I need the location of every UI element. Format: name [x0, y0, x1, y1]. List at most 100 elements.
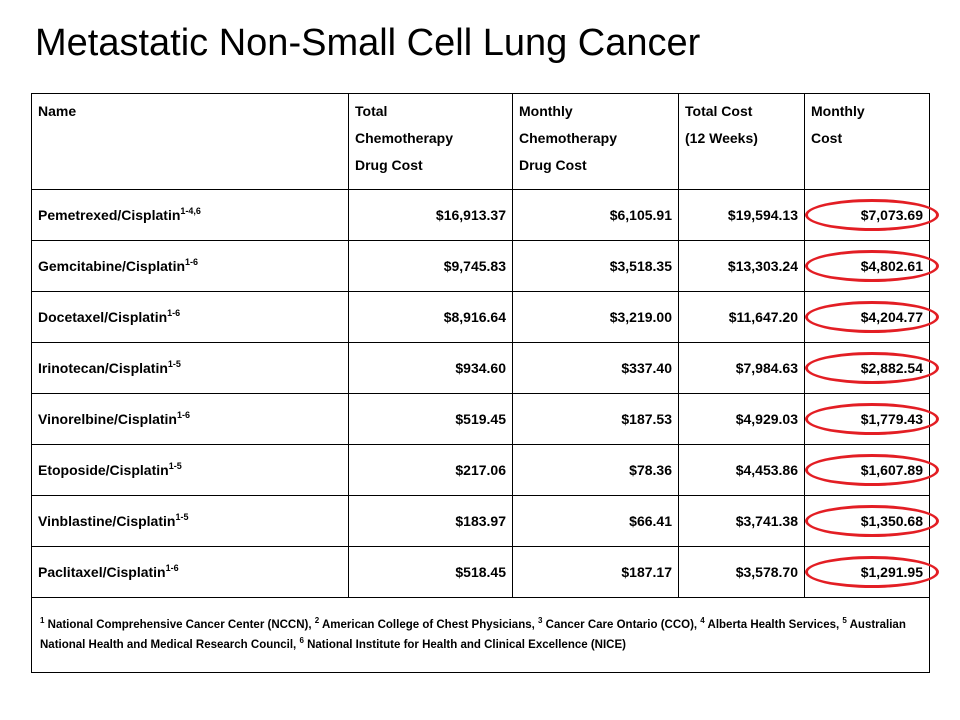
regimen-label: Pemetrexed/Cisplatin	[38, 207, 181, 223]
footnote-number: 5	[842, 616, 847, 625]
table-row: Paclitaxel/Cisplatin1-6 $518.45 $187.17 …	[31, 546, 939, 598]
total-cost-12-weeks: $4,929.03	[678, 393, 805, 445]
monthly-cost-cell: $1,350.68	[804, 495, 939, 547]
table-row: Gemcitabine/Cisplatin1-6 $9,745.83 $3,51…	[31, 240, 939, 292]
regimen-name: Gemcitabine/Cisplatin1-6	[31, 240, 349, 292]
monthly-cost-cell: $1,291.95	[804, 546, 939, 598]
header-name: Name	[31, 93, 349, 190]
monthly-cost: $1,779.43	[860, 411, 923, 427]
header-monthly-cost: Monthly Cost	[804, 93, 930, 190]
regimen-label: Vinorelbine/Cisplatin	[38, 411, 177, 427]
table-row: Irinotecan/Cisplatin1-5 $934.60 $337.40 …	[31, 342, 939, 394]
header-total-cost-12-weeks: Total Cost (12 Weeks)	[678, 93, 805, 190]
monthly-cost-cell: $1,607.89	[804, 444, 939, 496]
monthly-cost-cell: $2,882.54	[804, 342, 939, 394]
monthly-chemo-cost: $6,105.91	[512, 189, 679, 241]
total-cost-12-weeks: $13,303.24	[678, 240, 805, 292]
monthly-chemo-cost: $66.41	[512, 495, 679, 547]
regimen-label: Paclitaxel/Cisplatin	[38, 564, 166, 580]
footnote-text: American College of Chest Physicians,	[319, 619, 538, 631]
total-chemo-cost: $9,745.83	[348, 240, 513, 292]
reference-superscript: 1-6	[165, 563, 179, 573]
header-line: Monthly	[519, 103, 573, 119]
header-line: Drug Cost	[519, 157, 587, 173]
monthly-cost: $4,204.77	[860, 309, 923, 325]
header-line: Total Cost	[685, 103, 753, 119]
footnote-text: Alberta Health Services,	[704, 619, 843, 631]
table-row: Pemetrexed/Cisplatin1-4,6 $16,913.37 $6,…	[31, 189, 939, 241]
monthly-chemo-cost: $187.53	[512, 393, 679, 445]
regimen-label: Vinblastine/Cisplatin	[38, 513, 176, 529]
monthly-cost: $1,291.95	[860, 564, 923, 580]
table-row: Etoposide/Cisplatin1-5 $217.06 $78.36 $4…	[31, 444, 939, 496]
monthly-cost-cell: $1,779.43	[804, 393, 939, 445]
regimen-name: Docetaxel/Cisplatin1-6	[31, 291, 349, 343]
reference-superscript: 1-4,6	[180, 206, 201, 216]
footnote-number: 3	[538, 616, 543, 625]
total-cost-12-weeks: $4,453.86	[678, 444, 805, 496]
monthly-chemo-cost: $3,518.35	[512, 240, 679, 292]
reference-superscript: 1-6	[177, 410, 191, 420]
regimen-name: Paclitaxel/Cisplatin1-6	[31, 546, 349, 598]
reference-superscript: 1-5	[168, 461, 182, 471]
monthly-cost: $2,882.54	[860, 360, 923, 376]
regimen-name: Irinotecan/Cisplatin1-5	[31, 342, 349, 394]
footnote-row: 1 National Comprehensive Cancer Center (…	[31, 597, 930, 673]
monthly-chemo-cost: $187.17	[512, 546, 679, 598]
total-chemo-cost: $934.60	[348, 342, 513, 394]
cost-table: Name Total Chemotherapy Drug Cost Monthl…	[31, 93, 939, 673]
total-cost-12-weeks: $3,578.70	[678, 546, 805, 598]
total-chemo-cost: $518.45	[348, 546, 513, 598]
total-cost-12-weeks: $3,741.38	[678, 495, 805, 547]
header-name-line: Name	[38, 103, 77, 119]
reference-superscript: 1-6	[185, 257, 199, 267]
regimen-label: Gemcitabine/Cisplatin	[38, 258, 186, 274]
regimen-name: Etoposide/Cisplatin1-5	[31, 444, 349, 496]
header-line: (12 Weeks)	[685, 130, 758, 146]
table-header-row: Name Total Chemotherapy Drug Cost Monthl…	[31, 93, 930, 190]
monthly-cost: $1,607.89	[860, 462, 923, 478]
footnote-text: National Comprehensive Cancer Center (NC…	[44, 619, 315, 631]
footnotes: 1 National Comprehensive Cancer Center (…	[31, 597, 930, 673]
table-row: Vinorelbine/Cisplatin1-6 $519.45 $187.53…	[31, 393, 939, 445]
header-line: Cost	[811, 130, 843, 146]
header-total-chemo-cost: Total Chemotherapy Drug Cost	[348, 93, 513, 190]
page-title: Metastatic Non-Small Cell Lung Cancer	[35, 22, 701, 64]
table-row: Vinblastine/Cisplatin1-5 $183.97 $66.41 …	[31, 495, 939, 547]
monthly-chemo-cost: $337.40	[512, 342, 679, 394]
monthly-cost-cell: $4,204.77	[804, 291, 939, 343]
footnote-number: 1	[40, 616, 45, 625]
header-line: Chemotherapy	[355, 130, 454, 146]
total-chemo-cost: $16,913.37	[348, 189, 513, 241]
reference-superscript: 1-5	[175, 512, 189, 522]
total-chemo-cost: $183.97	[348, 495, 513, 547]
monthly-cost: $1,350.68	[860, 513, 923, 529]
monthly-cost-cell: $7,073.69	[804, 189, 939, 241]
total-chemo-cost: $519.45	[348, 393, 513, 445]
reference-superscript: 1-6	[167, 308, 181, 318]
table-row: Docetaxel/Cisplatin1-6 $8,916.64 $3,219.…	[31, 291, 939, 343]
regimen-name: Vinblastine/Cisplatin1-5	[31, 495, 349, 547]
footnote-number: 6	[299, 636, 304, 645]
total-cost-12-weeks: $19,594.13	[678, 189, 805, 241]
total-chemo-cost: $217.06	[348, 444, 513, 496]
total-chemo-cost: $8,916.64	[348, 291, 513, 343]
monthly-chemo-cost: $78.36	[512, 444, 679, 496]
monthly-chemo-cost: $3,219.00	[512, 291, 679, 343]
regimen-name: Pemetrexed/Cisplatin1-4,6	[31, 189, 349, 241]
footnote-number: 4	[700, 616, 705, 625]
footnote-number: 2	[314, 616, 320, 625]
header-line: Chemotherapy	[519, 130, 618, 146]
header-line: Total	[355, 103, 388, 119]
footnote-text: National Institute for Health and Clinic…	[303, 639, 626, 651]
total-cost-12-weeks: $7,984.63	[678, 342, 805, 394]
header-line: Drug Cost	[355, 157, 423, 173]
total-cost-12-weeks: $11,647.20	[678, 291, 805, 343]
regimen-name: Vinorelbine/Cisplatin1-6	[31, 393, 349, 445]
regimen-label: Etoposide/Cisplatin	[38, 462, 169, 478]
header-monthly-chemo-cost: Monthly Chemotherapy Drug Cost	[512, 93, 679, 190]
monthly-cost: $7,073.69	[860, 207, 923, 223]
regimen-label: Docetaxel/Cisplatin	[38, 309, 168, 325]
header-line: Monthly	[811, 103, 865, 119]
monthly-cost-cell: $4,802.61	[804, 240, 939, 292]
